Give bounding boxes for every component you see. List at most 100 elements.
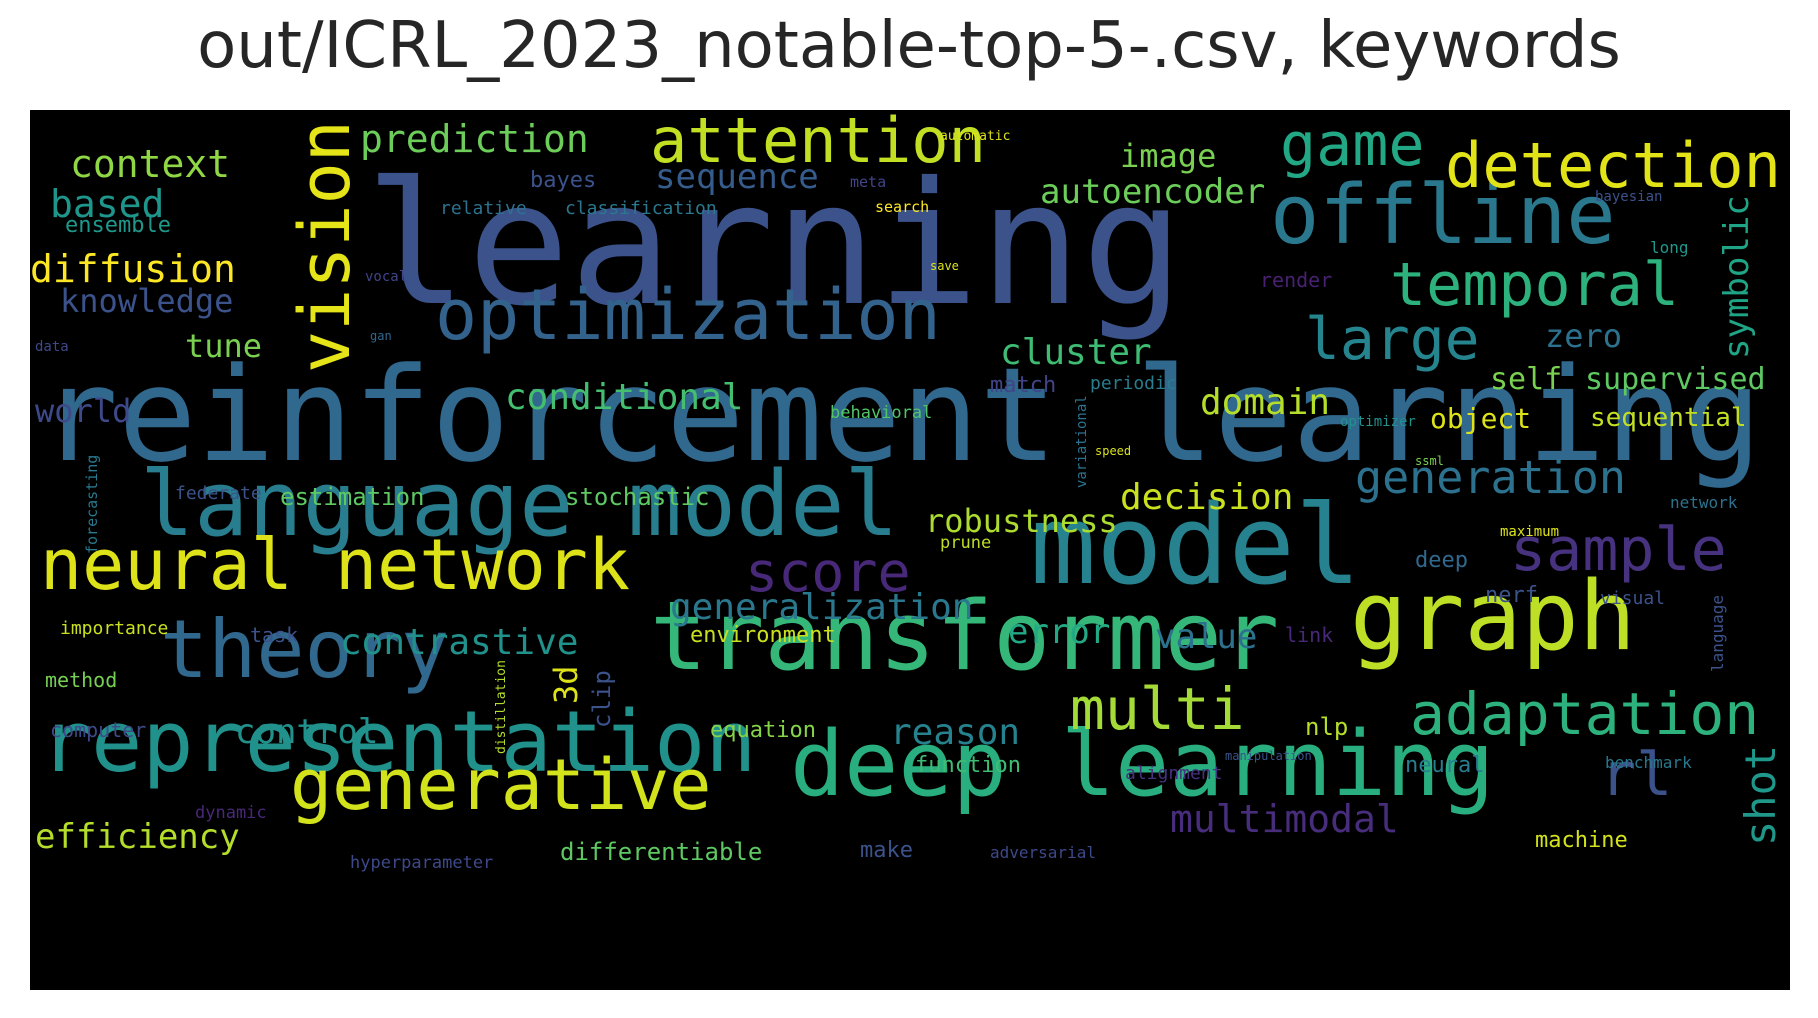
keyword-object: object [1430, 402, 1532, 435]
keyword-supervised: supervised [1585, 362, 1766, 397]
keyword-control: control [235, 712, 379, 752]
keyword-autoencoder: autoencoder [1040, 172, 1266, 212]
keyword-relative: relative [440, 198, 527, 219]
keyword-data: data [35, 339, 69, 355]
keyword-benchmark: benchmark [1605, 753, 1692, 772]
keyword-learning: learning [365, 146, 1184, 344]
keyword-visual: visual [1600, 588, 1666, 609]
keyword-sequence: sequence [655, 157, 819, 197]
keyword-neural: neural [1405, 753, 1485, 778]
keyword-robustness: robustness [925, 502, 1118, 540]
keyword-forecasting: forecasting [83, 454, 101, 554]
keyword-value: value [1155, 617, 1258, 657]
keyword-self: self [1490, 362, 1563, 397]
keyword-3d: 3d [547, 665, 585, 704]
keyword-network: network [1670, 493, 1738, 512]
keyword-prune: prune [940, 533, 992, 553]
keyword-periodic: periodic [1090, 373, 1177, 394]
keyword-symbolic: symbolic [1717, 195, 1757, 359]
keyword-automatic: automatic [940, 129, 1011, 144]
keyword-generation: generation [1355, 451, 1626, 504]
keyword-alignment: alignment [1125, 763, 1223, 784]
keyword-deep: deep [1415, 548, 1468, 573]
keyword-bayesian: bayesian [1595, 189, 1663, 205]
keyword-domain: domain [1200, 382, 1331, 423]
keyword-computer: computer [50, 718, 147, 742]
keyword-sequential: sequential [1590, 403, 1747, 433]
keyword-classification: classification [565, 198, 717, 219]
keyword-machine: machine [1535, 828, 1628, 853]
keyword-behavioral: behavioral [830, 403, 933, 423]
keyword-federate: federate [175, 483, 262, 504]
keyword-optimization: optimization [435, 274, 941, 356]
keyword-maximum: maximum [1500, 524, 1560, 540]
keyword-transformer: transformer [650, 582, 1280, 692]
word-cloud: learning reinforcement learning model langu… [30, 110, 1790, 990]
keyword-shot: shot [1736, 744, 1785, 846]
keyword-temporal: temporal [1390, 250, 1679, 320]
keyword-tune: tune [185, 327, 263, 365]
keyword-task: task [250, 623, 299, 647]
keyword-stochastic: stochastic [565, 483, 710, 511]
keyword-manipulation: manipulation [1225, 749, 1312, 763]
keyword-deep-learning: deep learning [790, 712, 1495, 817]
keyword-method: method [45, 668, 118, 692]
keyword-environment: environment [690, 623, 836, 648]
keyword-prediction: prediction [360, 117, 589, 161]
keyword-search: search [875, 198, 930, 216]
keyword-hyperparameter: hyperparameter [350, 853, 494, 873]
keyword-speed: speed [1095, 444, 1132, 458]
keyword-game: game [1280, 110, 1425, 180]
keyword-clip: clip [588, 670, 616, 728]
keyword-make: make [860, 838, 913, 863]
keyword-theory: theory [160, 603, 449, 696]
figure-title: out/ICRL_2023_notable-top-5-.csv, keywor… [197, 9, 1621, 83]
keyword-neural-network: neural network [40, 524, 631, 606]
keyword-nerf: nerf [1485, 583, 1538, 608]
keyword-optimizer: optimizer [1340, 414, 1416, 430]
keyword-ssml: ssml [1415, 454, 1444, 468]
keyword-graph: graph [1350, 562, 1636, 672]
keyword-nlp: nlp [1305, 713, 1349, 741]
keyword-efficiency: efficiency [35, 817, 240, 857]
keyword-function: function [915, 753, 1021, 778]
keyword-generalization: generalization [670, 587, 974, 628]
keyword-representation: representation [40, 693, 757, 792]
keyword-generative: generative [290, 744, 712, 826]
keyword-cluster: cluster [1000, 332, 1152, 373]
keyword-conditional: conditional [505, 377, 744, 418]
keyword-multi: multi [1070, 675, 1245, 743]
keyword-detection: detection [1445, 129, 1781, 202]
keyword-reinforcement-learning: reinforcement learning [40, 339, 1762, 491]
keyword-bayes: bayes [530, 168, 597, 193]
keyword-offline: offline [1270, 168, 1616, 263]
keyword-importance: importance [60, 618, 169, 639]
keyword-sample: sample [1510, 515, 1727, 585]
keyword-multimodal: multimodal [1170, 797, 1399, 841]
keyword-meta: meta [850, 173, 887, 191]
keyword-differentiable: differentiable [560, 838, 763, 866]
keyword-gan: gan [370, 329, 392, 343]
keyword-based: based [50, 182, 165, 226]
keyword-error: error [1008, 612, 1111, 652]
keyword-dynamic: dynamic [195, 803, 267, 823]
keyword-language-model: language model [140, 452, 899, 557]
keyword-world: world [35, 392, 132, 430]
keyword-vision: vision [284, 120, 366, 373]
keyword-score: score [745, 540, 911, 604]
keyword-equation: equation [710, 718, 816, 743]
keyword-match: match [990, 373, 1057, 398]
keyword-distillation: distillation [494, 660, 509, 754]
keyword-estimation: estimation [280, 483, 425, 511]
keyword-image: image [1120, 137, 1217, 175]
keyword-large: large [1305, 305, 1480, 373]
keyword-adversarial: adversarial [990, 843, 1096, 862]
keyword-link: link [1285, 623, 1334, 647]
keyword-long: long [1650, 238, 1689, 257]
keyword-attention: attention [650, 110, 986, 177]
keyword-decision: decision [1120, 477, 1294, 518]
keyword-zero: zero [1545, 317, 1623, 355]
keyword-diffusion: diffusion [30, 247, 236, 291]
keyword-save: save [930, 259, 959, 273]
